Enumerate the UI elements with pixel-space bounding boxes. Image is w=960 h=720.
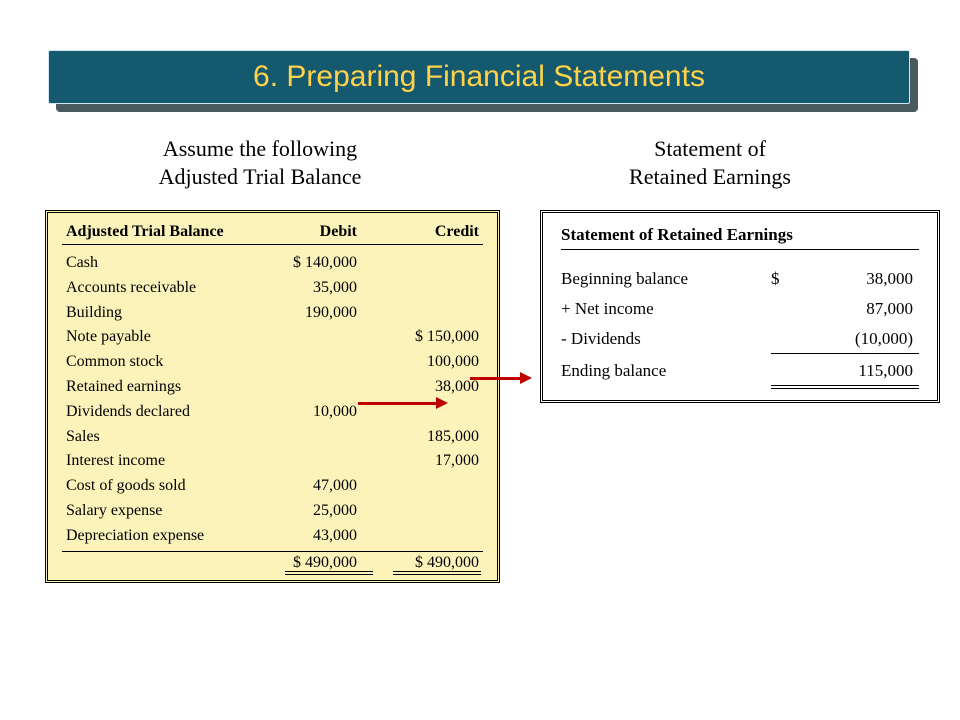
tb-credit-cell: [375, 276, 483, 301]
re-dollar-cell: $: [771, 264, 795, 294]
tb-account-cell: Common stock: [62, 350, 267, 375]
tb-credit-cell: 185,000: [375, 425, 483, 450]
subtitle-left-line2: Adjusted Trial Balance: [159, 164, 362, 189]
tb-credit-cell: 38,000: [375, 375, 483, 400]
tb-debit-cell: $ 140,000: [267, 251, 375, 276]
tb-account-cell: Sales: [62, 425, 267, 450]
tb-account-cell: Accounts receivable: [62, 276, 267, 301]
tb-credit-cell: 17,000: [375, 449, 483, 474]
re-value-cell: (10,000): [795, 324, 919, 355]
tb-debit-cell: 190,000: [267, 301, 375, 326]
tb-header-debit: Debit: [267, 223, 375, 241]
re-dollar-cell: [771, 324, 795, 355]
re-dollar-cell: [771, 356, 795, 386]
trial-balance-body: Cash$ 140,000Accounts receivable35,000Bu…: [62, 251, 483, 549]
re-dollar-cell: [771, 294, 795, 324]
tb-total-blank: [62, 554, 267, 572]
tb-account-cell: Interest income: [62, 449, 267, 474]
trial-balance-panel: Adjusted Trial Balance Debit Credit Cash…: [45, 210, 500, 583]
table-row: Accounts receivable35,000: [62, 276, 483, 301]
tb-debit-cell: 25,000: [267, 499, 375, 524]
table-row: Retained earnings 38,000: [62, 375, 483, 400]
tb-account-cell: Cash: [62, 251, 267, 276]
tb-debit-cell: [267, 449, 375, 474]
tb-credit-cell: $ 150,000: [375, 325, 483, 350]
tb-debit-cell: 35,000: [267, 276, 375, 301]
re-body: Beginning balance$38,000+ Net income87,0…: [561, 264, 919, 386]
title-bar: 6. Preparing Financial Statements: [48, 50, 910, 104]
tb-account-cell: Depreciation expense: [62, 524, 267, 549]
tb-credit-cell: [375, 474, 483, 499]
tb-credit-cell: [375, 499, 483, 524]
subtitle-left-line1: Assume the following: [163, 136, 357, 161]
tb-account-cell: Dividends declared: [62, 400, 267, 425]
tb-account-cell: Note payable: [62, 325, 267, 350]
re-label-cell: Ending balance: [561, 356, 771, 386]
re-label-cell: + Net income: [561, 294, 771, 324]
tb-debit-cell: [267, 325, 375, 350]
retained-earnings-panel: Statement of Retained Earnings Beginning…: [540, 210, 940, 403]
tb-debit-cell: [267, 350, 375, 375]
re-row: Beginning balance$38,000: [561, 264, 919, 294]
tb-debit-cell: 47,000: [267, 474, 375, 499]
table-row: Depreciation expense43,000: [62, 524, 483, 549]
table-row: Interest income 17,000: [62, 449, 483, 474]
tb-header-credit: Credit: [375, 223, 483, 241]
tb-header-account: Adjusted Trial Balance: [62, 223, 267, 241]
tb-credit-cell: [375, 524, 483, 549]
re-value-cell: 115,000: [795, 356, 919, 386]
table-row: Sales 185,000: [62, 425, 483, 450]
tb-debit-cell: 43,000: [267, 524, 375, 549]
tb-account-cell: Salary expense: [62, 499, 267, 524]
tb-total-debit: $ 490,000: [267, 554, 375, 572]
tb-account-cell: Cost of goods sold: [62, 474, 267, 499]
re-value-cell: 87,000: [795, 294, 919, 324]
tb-debit-cell: [267, 375, 375, 400]
page-title: 6. Preparing Financial Statements: [253, 60, 705, 94]
tb-total-credit: $ 490,000: [375, 554, 483, 572]
tb-credit-cell: [375, 251, 483, 276]
subtitle-right-line1: Statement of: [654, 136, 766, 161]
table-row: Building190,000: [62, 301, 483, 326]
table-row: Salary expense25,000: [62, 499, 483, 524]
trial-balance-header: Adjusted Trial Balance Debit Credit: [62, 223, 483, 245]
tb-account-cell: Retained earnings: [62, 375, 267, 400]
subtitle-right-line2: Retained Earnings: [629, 164, 791, 189]
table-row: Cost of goods sold47,000: [62, 474, 483, 499]
re-label-cell: - Dividends: [561, 324, 771, 355]
tb-account-cell: Building: [62, 301, 267, 326]
subtitle-right: Statement of Retained Earnings: [560, 135, 860, 190]
tb-debit-cell: [267, 425, 375, 450]
re-label-cell: Beginning balance: [561, 264, 771, 294]
trial-balance-total-row: $ 490,000 $ 490,000: [62, 551, 483, 572]
re-row: - Dividends (10,000): [561, 324, 919, 355]
re-value-cell: 38,000: [795, 264, 919, 294]
table-row: Common stock 100,000: [62, 350, 483, 375]
re-title: Statement of Retained Earnings: [561, 225, 919, 250]
tb-credit-cell: [375, 301, 483, 326]
subtitle-left: Assume the following Adjusted Trial Bala…: [70, 135, 450, 190]
table-row: Cash$ 140,000: [62, 251, 483, 276]
tb-credit-cell: 100,000: [375, 350, 483, 375]
re-row: + Net income 87,000: [561, 294, 919, 324]
table-row: Note payable $ 150,000: [62, 325, 483, 350]
re-row: Ending balance 115,000: [561, 356, 919, 386]
